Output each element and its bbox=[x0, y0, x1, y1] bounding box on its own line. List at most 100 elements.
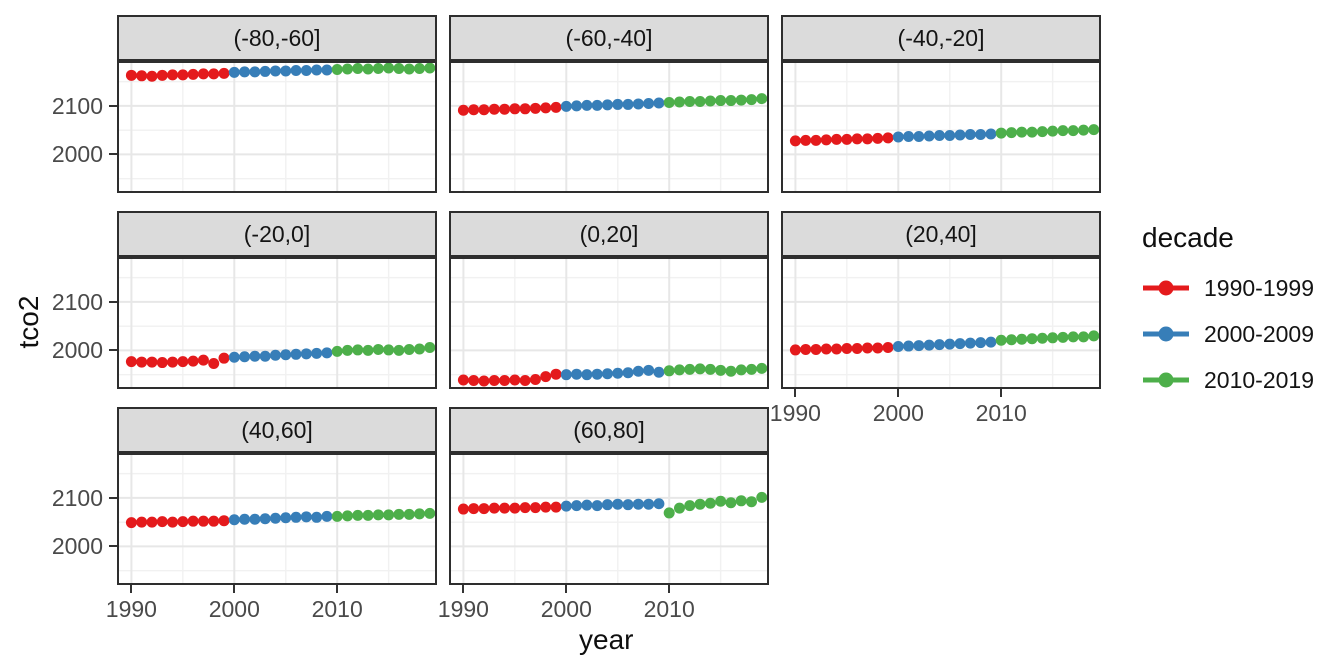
data-point bbox=[831, 343, 843, 355]
data-point bbox=[704, 497, 716, 509]
data-point bbox=[581, 499, 593, 511]
data-point bbox=[393, 63, 405, 75]
data-point bbox=[715, 95, 727, 107]
data-point bbox=[560, 369, 572, 381]
data-point bbox=[403, 63, 415, 75]
data-point bbox=[643, 498, 655, 510]
data-point bbox=[269, 512, 281, 524]
data-point bbox=[622, 98, 634, 110]
data-point bbox=[892, 131, 904, 143]
data-point bbox=[321, 347, 333, 359]
data-point bbox=[290, 511, 302, 523]
data-point bbox=[746, 94, 758, 106]
data-point bbox=[167, 69, 179, 81]
data-point bbox=[529, 374, 541, 386]
data-point bbox=[923, 130, 935, 142]
data-point bbox=[341, 344, 353, 356]
data-point bbox=[560, 100, 572, 112]
facet-panel bbox=[117, 61, 437, 193]
data-point bbox=[1067, 331, 1079, 343]
data-point bbox=[810, 343, 822, 355]
data-point bbox=[146, 516, 158, 528]
data-point bbox=[591, 500, 603, 512]
data-point bbox=[519, 375, 531, 387]
data-point bbox=[601, 99, 613, 111]
x-axis-tick-mark bbox=[130, 585, 133, 593]
data-point bbox=[424, 63, 435, 74]
data-point bbox=[372, 343, 384, 355]
y-axis-tick-mark bbox=[109, 349, 117, 352]
data-point bbox=[509, 374, 521, 386]
data-point bbox=[424, 342, 435, 354]
facet-strip-label: (40,60] bbox=[117, 407, 437, 453]
data-point bbox=[228, 66, 240, 78]
data-point bbox=[913, 130, 925, 142]
data-point bbox=[903, 130, 915, 142]
data-point bbox=[643, 364, 655, 376]
y-axis-tick-mark bbox=[109, 153, 117, 156]
data-point bbox=[684, 96, 696, 108]
data-point bbox=[540, 501, 552, 513]
data-point bbox=[694, 498, 706, 510]
facet-panel bbox=[449, 257, 769, 389]
x-axis-tick-label: 2000 bbox=[208, 596, 260, 622]
data-point bbox=[800, 343, 812, 355]
data-point bbox=[383, 63, 395, 74]
x-axis-title: year bbox=[579, 624, 634, 655]
data-point bbox=[414, 508, 426, 520]
data-point bbox=[499, 103, 511, 115]
data-point bbox=[239, 66, 251, 78]
data-point bbox=[468, 503, 480, 515]
facet-panel bbox=[449, 61, 769, 193]
x-axis-tick-label: 1990 bbox=[769, 400, 821, 426]
data-point bbox=[239, 351, 251, 363]
data-point bbox=[694, 363, 706, 375]
data-point bbox=[882, 342, 894, 354]
data-point bbox=[622, 367, 634, 379]
data-point bbox=[995, 334, 1007, 346]
x-axis-tick-label: 2000 bbox=[540, 596, 592, 622]
data-point bbox=[341, 510, 353, 522]
data-point bbox=[861, 133, 873, 145]
data-point bbox=[208, 515, 220, 527]
data-point bbox=[1057, 331, 1069, 343]
data-point bbox=[632, 365, 644, 377]
data-point bbox=[372, 63, 384, 75]
data-point bbox=[519, 103, 531, 115]
data-point bbox=[725, 497, 737, 509]
data-point bbox=[519, 502, 531, 514]
data-point bbox=[985, 128, 997, 140]
data-point bbox=[673, 364, 685, 376]
data-point bbox=[488, 375, 500, 387]
data-point bbox=[218, 352, 230, 364]
data-point bbox=[653, 498, 665, 510]
data-point bbox=[218, 67, 230, 79]
data-point bbox=[1047, 332, 1059, 344]
data-point bbox=[841, 133, 853, 145]
facet-strip-label: (-60,-40] bbox=[449, 15, 769, 61]
data-point bbox=[571, 500, 583, 512]
data-point bbox=[300, 348, 312, 360]
data-point bbox=[300, 511, 312, 523]
data-point bbox=[1005, 127, 1017, 139]
data-point bbox=[269, 349, 281, 361]
data-point bbox=[872, 132, 884, 144]
data-point bbox=[1078, 124, 1090, 136]
data-point bbox=[529, 102, 541, 114]
x-axis-tick-label: 1990 bbox=[105, 596, 157, 622]
data-point bbox=[259, 513, 271, 525]
data-point bbox=[560, 500, 572, 512]
data-point bbox=[311, 347, 323, 359]
data-point bbox=[663, 507, 675, 519]
y-axis-tick-mark bbox=[109, 496, 117, 499]
data-point bbox=[933, 129, 945, 141]
data-point bbox=[331, 345, 343, 357]
data-point bbox=[167, 516, 179, 528]
data-point bbox=[249, 66, 261, 78]
data-point bbox=[208, 358, 220, 370]
legend-item: 2010-2019 bbox=[1142, 364, 1344, 396]
data-point bbox=[735, 495, 747, 507]
x-axis-tick-label: 2000 bbox=[872, 400, 924, 426]
legend-item-label: 2010-2019 bbox=[1204, 366, 1314, 393]
